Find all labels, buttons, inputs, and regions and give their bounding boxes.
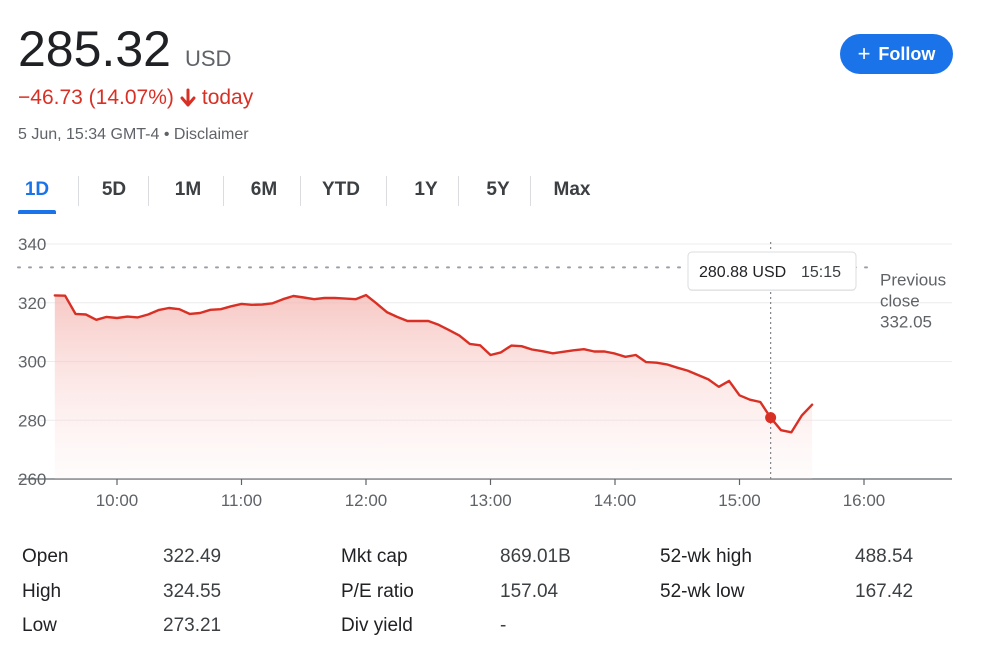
stat-label-mkt-cap: Mkt cap — [341, 546, 408, 567]
price-row: 285.32 USD — [18, 22, 231, 76]
tooltip-value: 280.88 USD — [699, 264, 786, 281]
currency-label: USD — [184, 46, 232, 71]
quote-timestamp[interactable]: 5 Jun, 15:34 GMT-4 • Disclaimer — [18, 126, 249, 143]
stat-label-high: High — [22, 581, 62, 602]
arrow-down-icon — [180, 88, 196, 107]
stat-value-pe-ratio: 157.04 — [500, 581, 559, 602]
tab-max[interactable]: Max — [553, 179, 591, 200]
tab-ytd[interactable]: YTD — [322, 179, 360, 200]
stat-label-52wk-high: 52-wk high — [660, 546, 752, 567]
stat-value-open: 322.49 — [163, 546, 222, 567]
x-tick-label: 14:00 — [594, 491, 637, 510]
stat-label-52wk-low: 52-wk low — [660, 581, 745, 602]
stat-label-div-yield: Div yield — [341, 615, 413, 636]
y-tick-label: 300 — [18, 353, 46, 372]
stat-label-open: Open — [22, 546, 69, 567]
tab-5d[interactable]: 5D — [101, 179, 127, 200]
tab-6m[interactable]: 6M — [250, 179, 278, 200]
tab-1d[interactable]: 1D — [18, 168, 56, 214]
tab-divider — [458, 176, 459, 206]
change-amount: −46.73 (14.07%) — [18, 86, 174, 109]
tab-1y[interactable]: 1Y — [414, 179, 438, 200]
stat-value-52wk-high: 488.54 — [855, 546, 914, 567]
tab-divider — [300, 176, 301, 206]
previous-close-label: close — [880, 291, 920, 310]
stat-value-high: 324.55 — [163, 581, 222, 602]
stat-value-low: 273.21 — [163, 615, 222, 636]
y-tick-label: 320 — [18, 294, 46, 313]
tab-5y[interactable]: 5Y — [486, 179, 510, 200]
price-area — [54, 295, 813, 479]
previous-close-label: Previous — [880, 270, 946, 289]
price-line — [53, 293, 814, 434]
previous-close-value: 332.05 — [880, 312, 932, 331]
tab-1m[interactable]: 1M — [174, 179, 202, 200]
x-tick-label: 11:00 — [221, 491, 262, 510]
follow-button[interactable]: + Follow — [840, 34, 953, 74]
stat-value-mkt-cap: 869.01B — [500, 546, 571, 567]
tooltip-box — [687, 251, 857, 291]
tab-divider — [78, 176, 79, 206]
y-tick-label: 340 — [18, 235, 46, 254]
x-tick-label: 15:00 — [718, 491, 761, 510]
stat-value-52wk-low: 167.42 — [855, 581, 914, 602]
plus-icon: + — [857, 41, 871, 66]
tooltip-time: 15:15 — [801, 264, 841, 281]
highlight-point — [765, 412, 777, 424]
x-tick-label: 10:00 — [96, 491, 139, 510]
x-tick-label: 16:00 — [843, 491, 886, 510]
price-change: −46.73 (14.07%) today — [18, 86, 253, 110]
tab-divider — [386, 176, 387, 206]
change-period: today — [201, 86, 254, 109]
stat-label-pe-ratio: P/E ratio — [341, 581, 414, 602]
y-tick-label: 280 — [18, 411, 46, 430]
x-tick-label: 12:00 — [345, 491, 388, 510]
tab-divider — [530, 176, 531, 206]
tab-divider — [148, 176, 149, 206]
stat-value-div-yield: - — [500, 615, 507, 636]
key-stats: Open 322.49 High 324.55 Low 273.21 Mkt c… — [0, 540, 1000, 650]
x-tick-label: 13:00 — [469, 491, 512, 510]
follow-label: Follow — [878, 43, 936, 64]
tab-divider — [223, 176, 224, 206]
stock-price: 285.32 — [18, 21, 171, 77]
stat-label-low: Low — [22, 615, 57, 636]
